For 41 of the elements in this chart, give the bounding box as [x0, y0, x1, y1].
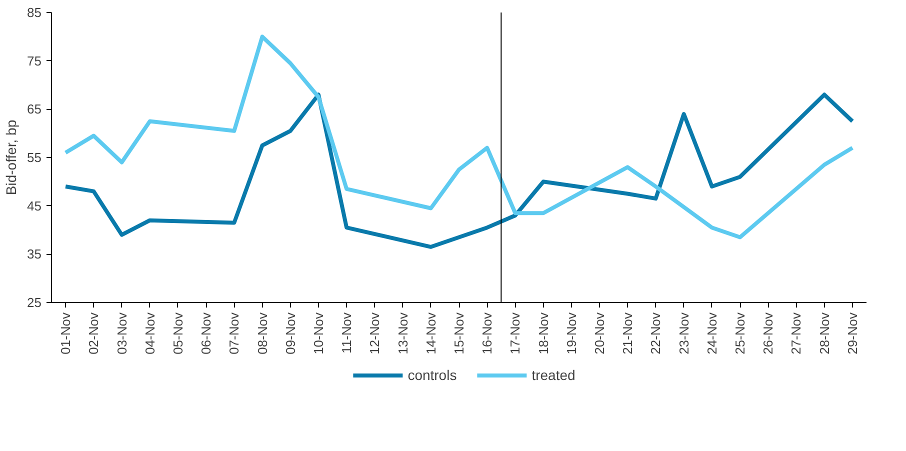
x-tick-label: 15-Nov [452, 312, 466, 354]
y-tick-label: 35 [27, 246, 42, 262]
x-tick-label: 28-Nov [816, 312, 832, 354]
x-tick-label: 07-Nov [226, 312, 242, 354]
x-tick-label: 03-Nov [114, 312, 130, 354]
legend-label: treated [532, 367, 576, 383]
line-series [64, 34, 854, 240]
x-tick-label: 25-Nov [732, 312, 748, 354]
y-axis-title: Bid-offer, bp [3, 120, 20, 196]
y-tick-label: 25 [27, 295, 42, 310]
x-tick-label: 26-Nov [760, 312, 776, 354]
line-series [64, 92, 854, 249]
x-tick-label: 08-Nov [254, 312, 270, 354]
x-tick-label: 16-Nov [480, 312, 495, 354]
x-tick-label: 11-Nov [339, 312, 354, 354]
x-tick-label: 19-Nov [564, 312, 579, 354]
x-tick-label: 29-Nov [844, 312, 860, 354]
y-tick-label: 65 [27, 102, 42, 117]
x-tick-label: 17-Nov [508, 312, 523, 354]
legend-label: controls [408, 367, 457, 383]
x-tick-label: 12-Nov [367, 312, 382, 354]
y-tick-label: 85 [27, 5, 42, 20]
x-tick-label: 06-Nov [198, 312, 214, 354]
x-tick-label: 27-Nov [788, 312, 804, 354]
x-tick-label: 01-Nov [58, 312, 74, 354]
x-tick-label: 24-Nov [704, 312, 720, 354]
x-tick-label: 21-Nov [620, 312, 636, 354]
x-tick-label: 23-Nov [676, 312, 692, 354]
x-tick-label: 13-Nov [395, 312, 410, 354]
y-tick-label: 45 [27, 198, 42, 214]
x-tick-label: 05-Nov [170, 312, 186, 354]
x-tick-label: 14-Nov [423, 312, 438, 354]
x-tick-label: 04-Nov [142, 312, 158, 354]
x-tick-label: 22-Nov [648, 312, 664, 354]
y-tick-label: 55 [27, 150, 42, 165]
x-tick-label: 02-Nov [86, 312, 102, 354]
x-tick-label: 09-Nov [282, 312, 298, 354]
x-tick-label: 20-Nov [592, 312, 608, 354]
x-tick-label: 10-Nov [310, 312, 326, 354]
x-tick-label: 18-Nov [536, 312, 551, 354]
y-tick-label: 75 [27, 53, 42, 68]
